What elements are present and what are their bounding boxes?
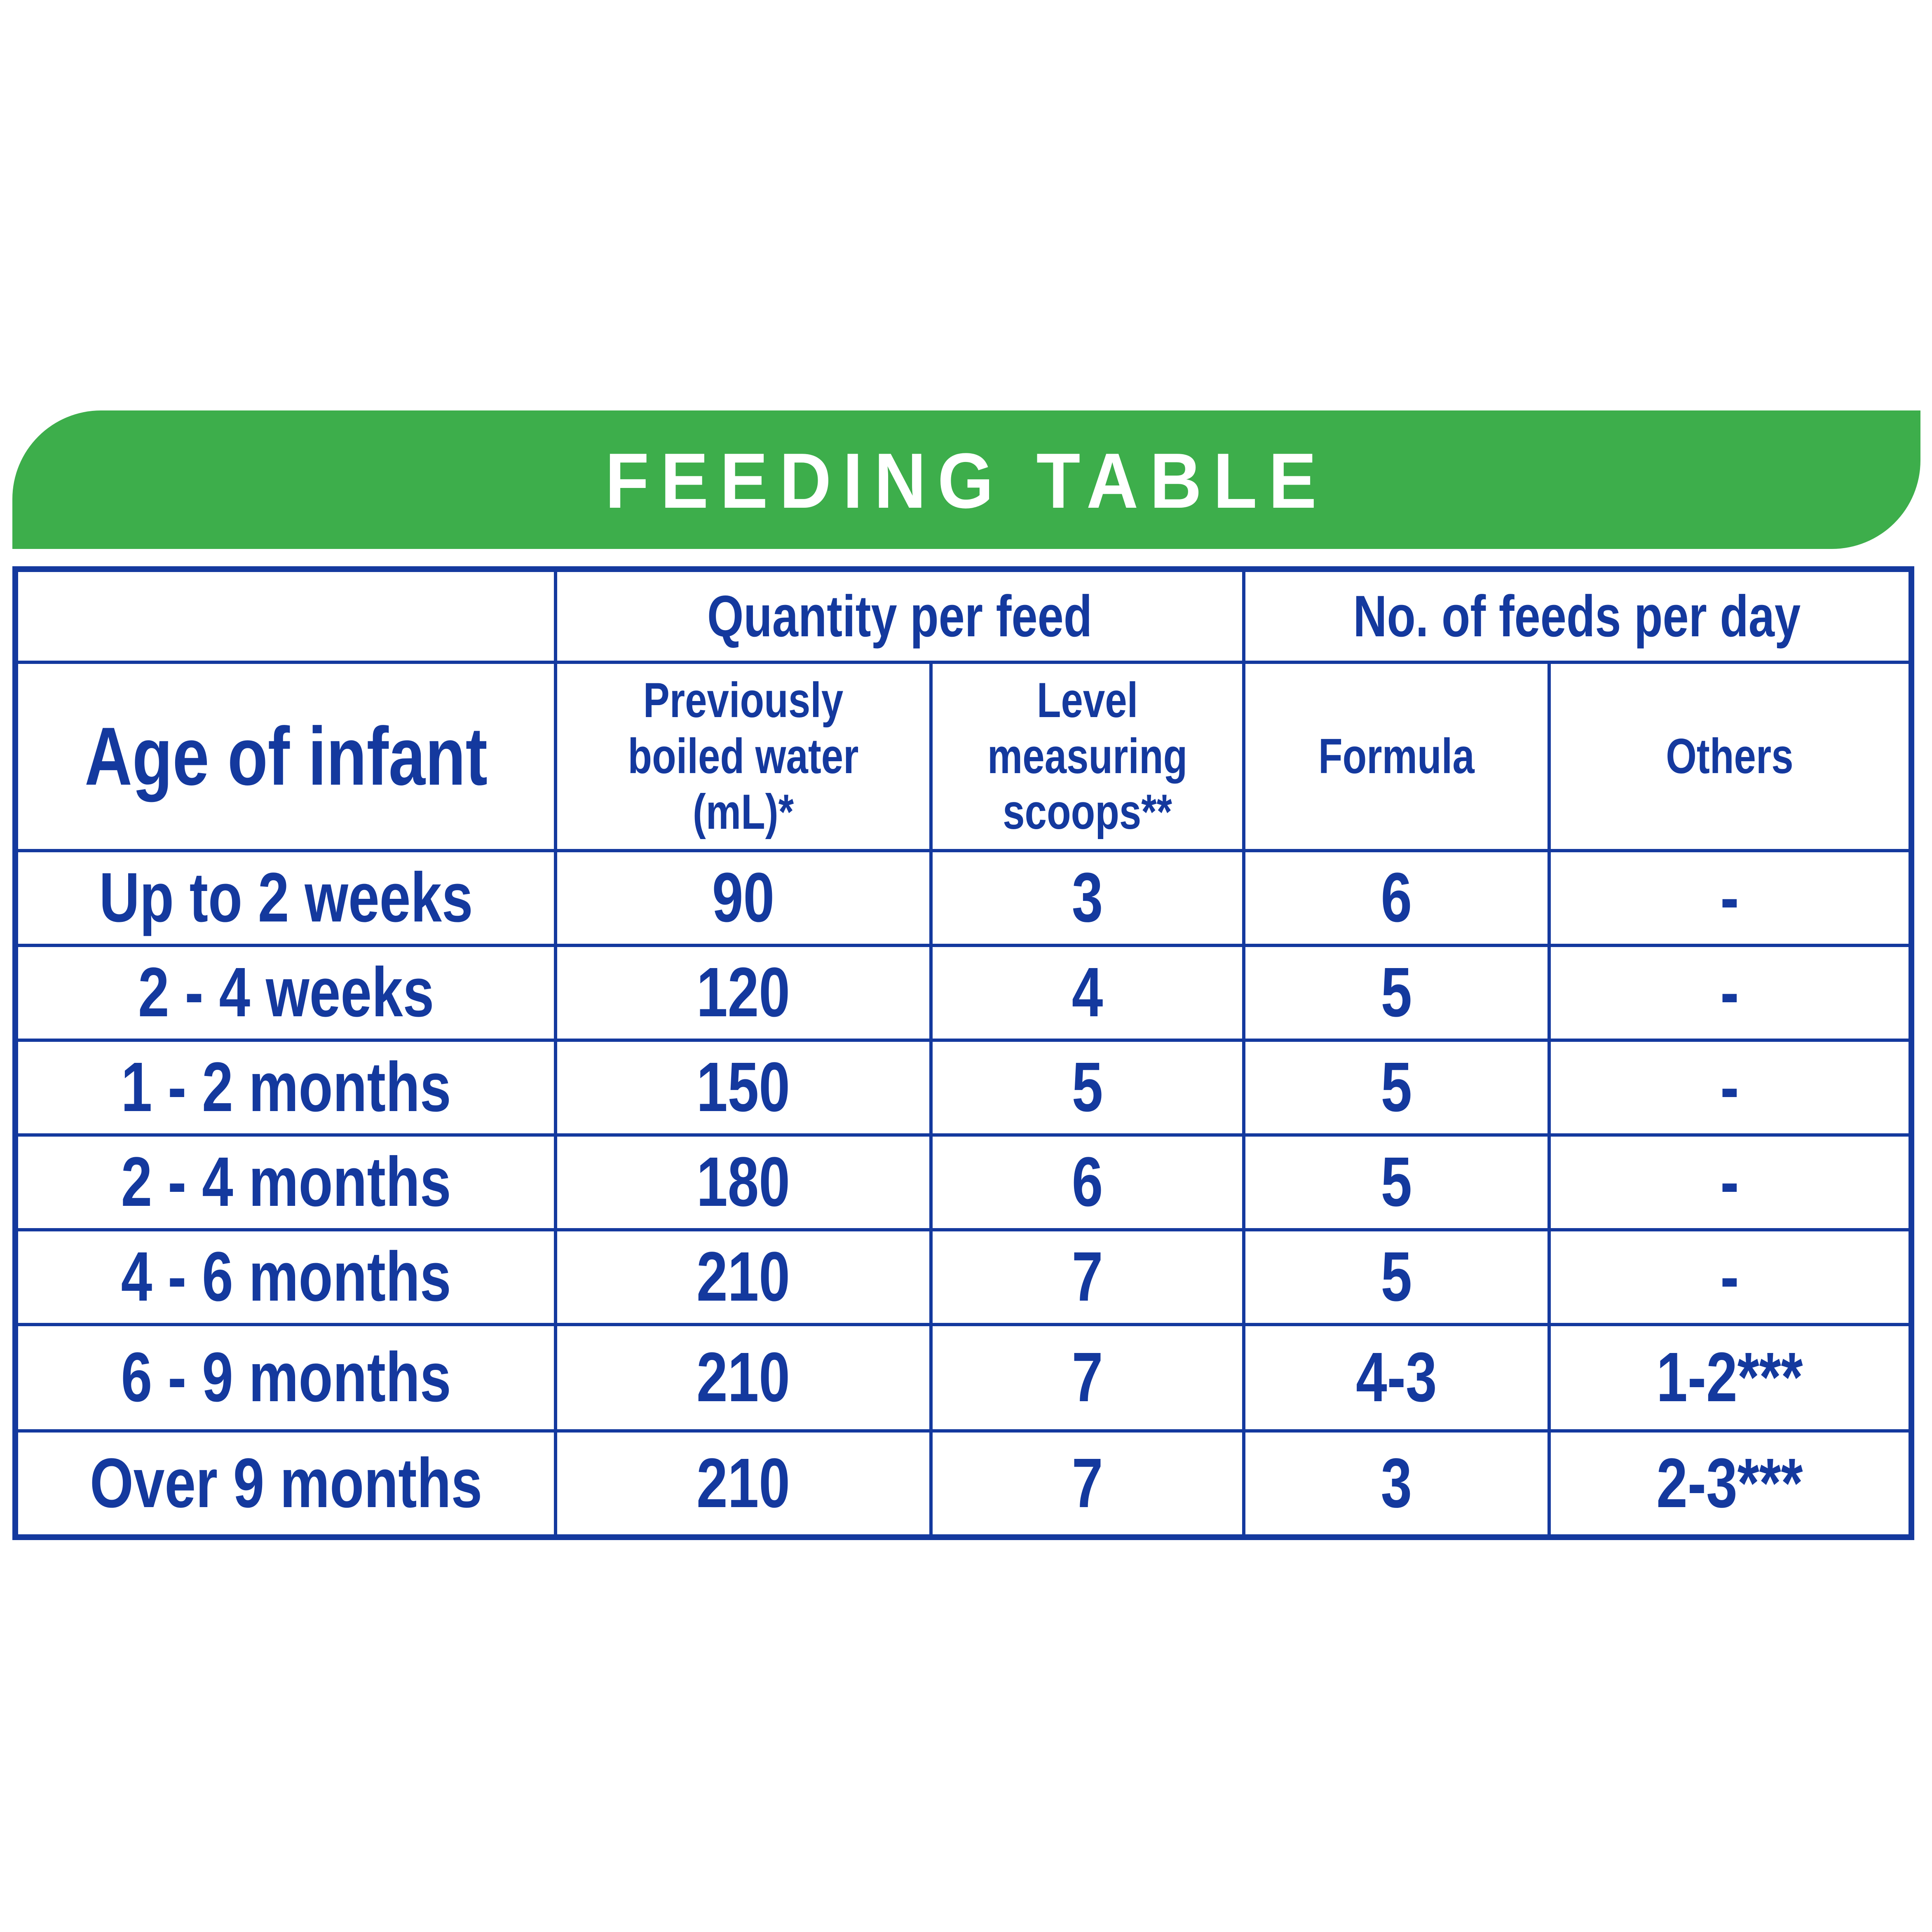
cell-age-value: Up to 2 weeks	[99, 858, 473, 937]
feeding-table: Quantity per feed No. of feeds per day A…	[12, 566, 1914, 1540]
cell-water-value: 210	[696, 1338, 790, 1417]
cell-age: 6 - 9 months	[13, 1323, 558, 1433]
cell-formula: 4-3	[1242, 1323, 1551, 1433]
cell-others: -	[1547, 1228, 1913, 1326]
cell-scoops-value: 7	[1072, 1238, 1103, 1316]
table-row: 1 - 2 months 150 5 5 -	[13, 1039, 1913, 1137]
cell-scoops: 7	[929, 1323, 1246, 1433]
cell-age: Over 9 months	[13, 1429, 558, 1539]
cell-formula: 5	[1242, 1133, 1551, 1231]
age-of-infant-label: Age of infant	[84, 710, 488, 802]
cell-scoops-value: 7	[1072, 1444, 1103, 1522]
cell-scoops: 7	[929, 1429, 1246, 1539]
cell-water-value: 90	[712, 858, 775, 937]
cell-age-value: 2 - 4 weeks	[138, 953, 434, 1032]
column-header-boiled-water: Previously boiled water (mL)*	[554, 661, 933, 852]
table-row: 4 - 6 months 210 7 5 -	[13, 1228, 1913, 1326]
cell-others-value: -	[1720, 953, 1739, 1032]
table-row: Over 9 months 210 7 3 2-3***	[13, 1429, 1913, 1539]
cell-formula-value: 5	[1381, 1238, 1412, 1316]
formula-label: Formula	[1318, 728, 1475, 784]
banner-title: FEEDING TABLE	[605, 437, 1328, 525]
cell-others: -	[1547, 1133, 1913, 1231]
cell-age: 2 - 4 weeks	[13, 944, 558, 1042]
cell-formula-value: 5	[1381, 953, 1412, 1032]
cell-water: 210	[554, 1228, 933, 1326]
cell-age-value: 1 - 2 months	[121, 1048, 451, 1127]
measuring-scoops-label: Level measuring scoops**	[987, 673, 1188, 840]
feeding-table-body: Up to 2 weeks 90 3 6-2 - 4 weeks 120 4 5-1 - 2…	[13, 849, 1913, 1539]
cell-scoops-value: 7	[1072, 1338, 1103, 1417]
cell-water-value: 210	[696, 1238, 790, 1316]
cell-formula: 3	[1242, 1429, 1551, 1539]
cell-others-value: 1-2***	[1656, 1338, 1803, 1417]
cell-age: Up to 2 weeks	[13, 849, 558, 947]
cell-scoops: 5	[929, 1039, 1246, 1137]
column-header-measuring-scoops: Level measuring scoops**	[929, 661, 1246, 852]
table-row: 2 - 4 weeks 120 4 5 -	[13, 944, 1913, 1042]
cell-age-value: Over 9 months	[90, 1444, 483, 1522]
cell-scoops-value: 4	[1072, 953, 1103, 1032]
cell-others-value: 2-3***	[1656, 1444, 1803, 1522]
cell-age-value: 4 - 6 months	[121, 1238, 451, 1316]
cell-scoops-value: 5	[1072, 1048, 1103, 1127]
cell-formula-value: 6	[1381, 858, 1412, 937]
cell-water: 180	[554, 1133, 933, 1231]
cell-formula-value: 3	[1381, 1444, 1412, 1522]
empty-header-cell	[13, 567, 558, 664]
group-header-row: Quantity per feed No. of feeds per day	[13, 567, 1913, 664]
cell-others: -	[1547, 944, 1913, 1042]
cell-others-value: -	[1720, 858, 1739, 937]
cell-water-value: 210	[696, 1444, 790, 1522]
table-row: Up to 2 weeks 90 3 6 -	[13, 849, 1913, 947]
group-header-feeds-per-day: No. of feeds per day	[1242, 567, 1913, 664]
cell-water: 120	[554, 944, 933, 1042]
cell-water: 150	[554, 1039, 933, 1137]
cell-scoops: 6	[929, 1133, 1246, 1231]
cell-scoops: 4	[929, 944, 1246, 1042]
cell-others-value: -	[1720, 1048, 1739, 1127]
cell-water-value: 120	[696, 953, 790, 1032]
feeding-table-banner: FEEDING TABLE	[12, 410, 1920, 549]
column-header-age-of-infant: Age of infant	[13, 661, 558, 852]
cell-others: 1-2***	[1547, 1323, 1913, 1433]
cell-age-value: 2 - 4 months	[121, 1143, 451, 1222]
cell-others: -	[1547, 849, 1913, 947]
cell-age-value: 6 - 9 months	[121, 1338, 451, 1417]
cell-formula: 5	[1242, 1039, 1551, 1137]
cell-scoops: 7	[929, 1228, 1246, 1326]
column-header-formula: Formula	[1242, 661, 1551, 852]
cell-water: 210	[554, 1429, 933, 1539]
cell-age: 4 - 6 months	[13, 1228, 558, 1326]
table-row: 6 - 9 months 210 7 4-3 1-2***	[13, 1323, 1913, 1433]
cell-formula: 6	[1242, 849, 1551, 947]
cell-water-value: 150	[696, 1048, 790, 1127]
group-header-quantity-per-feed: Quantity per feed	[554, 567, 1246, 664]
column-header-others: Others	[1547, 661, 1913, 852]
table-row: 2 - 4 months 180 6 5 -	[13, 1133, 1913, 1231]
cell-scoops: 3	[929, 849, 1246, 947]
boiled-water-label: Previously boiled water (mL)*	[628, 673, 859, 840]
cell-scoops-value: 3	[1072, 858, 1103, 937]
cell-others: 2-3***	[1547, 1429, 1913, 1539]
cell-formula-value: 5	[1381, 1143, 1412, 1222]
cell-scoops-value: 6	[1072, 1143, 1103, 1222]
cell-water: 90	[554, 849, 933, 947]
cell-formula-value: 4-3	[1356, 1338, 1437, 1417]
cell-age: 2 - 4 months	[13, 1133, 558, 1231]
cell-age: 1 - 2 months	[13, 1039, 558, 1137]
cell-water: 210	[554, 1323, 933, 1433]
group-header-quantity-label: Quantity per feed	[707, 583, 1093, 649]
others-label: Others	[1666, 728, 1794, 784]
cell-others-value: -	[1720, 1238, 1739, 1316]
cell-others: -	[1547, 1039, 1913, 1137]
cell-water-value: 180	[696, 1143, 790, 1222]
cell-formula: 5	[1242, 944, 1551, 1042]
column-header-row: Age of infant Previously boiled water (m…	[13, 661, 1913, 852]
cell-others-value: -	[1720, 1143, 1739, 1222]
cell-formula-value: 5	[1381, 1048, 1412, 1127]
cell-formula: 5	[1242, 1228, 1551, 1326]
group-header-feeds-label: No. of feeds per day	[1353, 583, 1801, 649]
